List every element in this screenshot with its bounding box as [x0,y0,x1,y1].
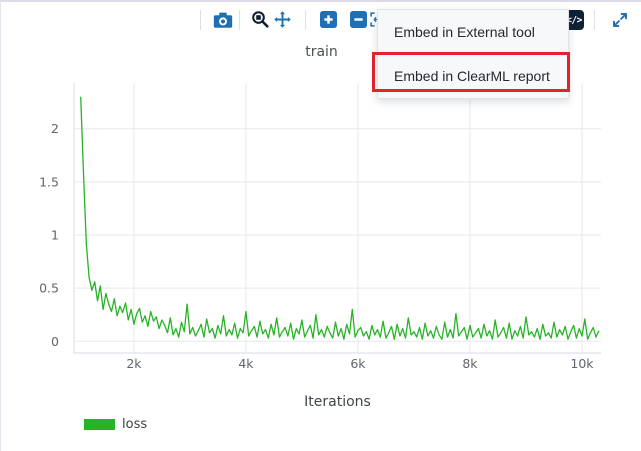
maximize-button[interactable] [608,9,632,33]
x-tick-label: 6k [350,356,366,371]
y-tick-label: 2 [51,121,59,136]
toolbar-separator [200,10,201,30]
pan-button[interactable] [270,9,294,33]
zoom-out-button[interactable] [346,9,370,33]
legend-swatch [84,419,115,430]
plus-icon [319,11,337,31]
x-tick-label: 8k [462,356,478,371]
menu-item-embed-clearml-report[interactable]: Embed in ClearML report [394,68,550,84]
pan-arrows-icon [273,10,292,32]
code-embed-icon: </> [566,14,582,26]
y-tick-label: 1 [51,228,59,243]
chart-title: train [305,44,338,60]
x-tick-label: 4k [238,356,254,371]
menu-item-embed-external-tool[interactable]: Embed in External tool [394,24,535,40]
legend-label: loss [122,417,148,432]
legend-item-loss[interactable]: loss [84,417,147,432]
zoom-in-button[interactable] [316,9,340,33]
x-tick-label: 2k [126,356,142,371]
loss-line [80,96,600,340]
expand-arrows-icon [610,10,630,33]
zoom-magnifier-icon [251,10,270,32]
embed-menu: Embed in External tool Embed in ClearML … [377,9,569,99]
download-plot-button[interactable] [211,9,235,33]
toolbar-separator [594,10,595,30]
box-zoom-button[interactable] [248,9,272,33]
y-tick-label: 1.5 [39,174,59,189]
embed-button[interactable]: </> [564,10,584,30]
toolbar-separator [239,10,240,30]
x-tick-label: 10k [570,356,594,371]
x-axis-title: Iterations [304,394,371,410]
minus-icon [349,11,367,31]
y-tick-label: 0 [51,334,59,349]
y-tick-label: 0.5 [39,281,59,296]
camera-icon [213,11,233,32]
toolbar-separator [305,10,306,30]
